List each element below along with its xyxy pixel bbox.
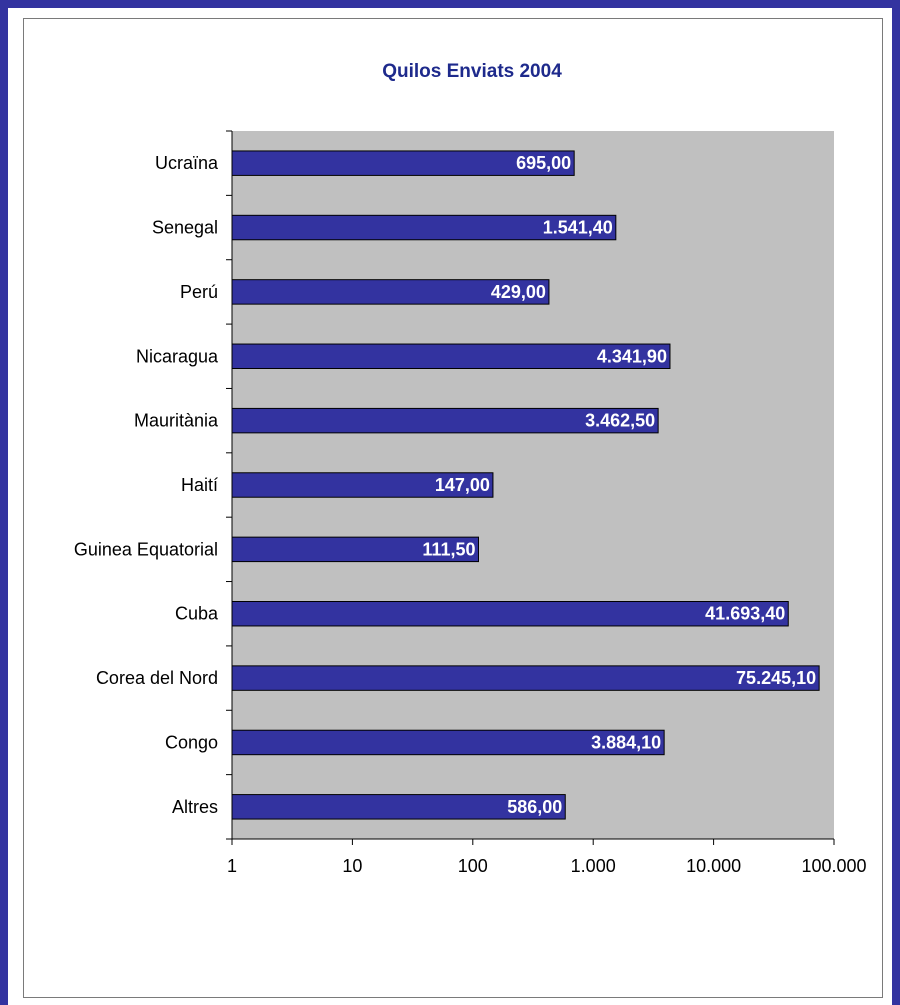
bar [231,536,479,563]
data-label: 4.341,90 [597,346,667,366]
category-label: Guinea Equatorial [74,539,218,559]
bar [231,472,494,498]
bar [231,150,575,176]
chart-title: Quilos Enviats 2004 [382,61,562,82]
data-label: 3.462,50 [585,411,655,431]
category-label: Altres [172,797,218,817]
bar [231,794,566,820]
bar [231,665,820,691]
category-label: Cuba [175,604,219,624]
data-label: 111,50 [422,539,475,559]
data-label: 695,00 [516,153,571,173]
data-label: 75.245,10 [736,668,816,688]
category-label: Ucraïna [155,153,219,173]
bar [231,729,665,756]
bar [231,407,659,434]
category-label: Haití [181,475,218,495]
bar [231,600,789,627]
x-tick-label: 100 [458,856,488,876]
data-label: 1.541,40 [543,218,613,238]
category-label: Corea del Nord [96,668,218,688]
data-label: 3.884,10 [591,732,661,752]
category-label: Congo [165,732,218,752]
data-label: 429,00 [491,282,546,302]
x-tick-label: 1.000 [571,856,616,876]
data-label: 41.693,40 [705,604,785,624]
x-tick-label: 10 [342,856,362,876]
category-label: Mauritània [134,411,219,431]
bar [231,343,671,370]
category-label: Perú [180,282,218,302]
x-tick-label: 1 [227,856,237,876]
x-tick-label: 10.000 [686,856,741,876]
data-label: 147,00 [435,475,490,495]
bar [231,214,617,241]
category-label: Senegal [152,218,218,238]
data-label: 586,00 [507,797,562,817]
x-tick-label: 100.000 [801,856,866,876]
bar [231,279,550,305]
category-label: Nicaragua [136,346,219,366]
